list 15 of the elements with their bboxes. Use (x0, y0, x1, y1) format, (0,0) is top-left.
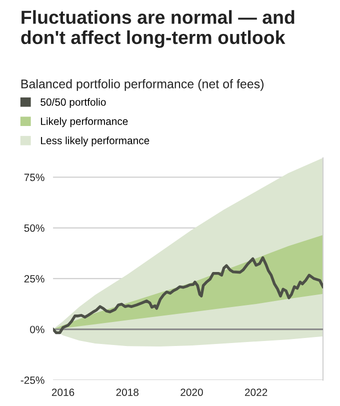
legend-label: 50/50 portfolio (40, 98, 106, 108)
chart-title: Fluctuations are normal — and don't affect long-term outlook (21, 10, 294, 48)
x-tick-label: 2022 (245, 388, 268, 396)
y-tick-label: 50% (24, 224, 44, 232)
x-tick-label: 2018 (116, 388, 138, 396)
y-tick-label: 25% (24, 275, 44, 282)
line-series (53, 256, 323, 334)
legend-label: Less likely performance (41, 136, 150, 146)
x-tick-label: 2016 (52, 388, 74, 396)
y-tick-label: 0% (30, 326, 44, 334)
legend-label: Likely performance (41, 117, 128, 128)
y-tick-label: -25% (20, 376, 44, 384)
y-tick-label: 75% (24, 174, 44, 182)
x-tick-label: 2020 (180, 388, 203, 396)
chart-subtitle: Balanced portfolio performance (net of fees) (21, 79, 264, 91)
